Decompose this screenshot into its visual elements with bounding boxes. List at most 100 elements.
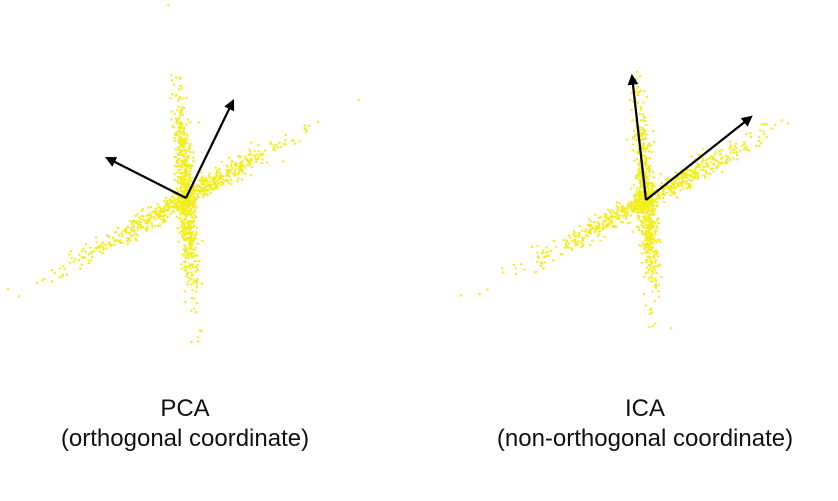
scatter-point [651, 235, 655, 238]
scatter-point [209, 187, 212, 190]
scatter-point [179, 76, 182, 79]
scatter-point [190, 190, 193, 194]
scatter-point [652, 246, 655, 249]
scatter-point [188, 243, 192, 246]
scatter-point [227, 175, 231, 178]
scatter-point [192, 198, 195, 201]
ica-axis-1-arrow [627, 73, 648, 201]
scatter-point [166, 209, 169, 212]
scatter-point [219, 173, 222, 176]
scatter-point [636, 193, 639, 197]
scatter-point [651, 290, 654, 293]
scatter-point [188, 211, 191, 215]
scatter-point [571, 240, 574, 243]
scatter-point [645, 219, 648, 222]
scatter-point [176, 181, 180, 184]
scatter-point [195, 286, 199, 289]
scatter-point [621, 210, 624, 214]
scatter-point [636, 157, 639, 160]
scatter-point [639, 220, 643, 223]
scatter-point [177, 204, 181, 208]
scatter-point [175, 215, 178, 218]
scatter-point [661, 196, 665, 200]
scatter-point [184, 191, 187, 195]
scatter-point [256, 157, 260, 160]
scatter-point [639, 119, 643, 122]
scatter-point [180, 220, 184, 224]
scatter-point [90, 255, 94, 259]
scatter-point [641, 150, 644, 153]
scatter-point [184, 137, 187, 140]
scatter-point [680, 181, 684, 185]
scatter-point [166, 201, 169, 205]
scatter-point [189, 199, 192, 202]
scatter-point [647, 150, 650, 153]
scatter-point [165, 199, 168, 203]
scatter-point [709, 155, 713, 158]
scatter-point [189, 228, 192, 231]
scatter-point [593, 220, 596, 224]
scatter-point [706, 158, 709, 161]
scatter-point [181, 137, 184, 141]
scatter-point [729, 144, 732, 147]
scatter-point [187, 224, 191, 227]
scatter-point [642, 147, 645, 150]
scatter-point [591, 239, 594, 242]
scatter-point [780, 119, 783, 122]
scatter-point [621, 215, 624, 218]
scatter-point [670, 186, 674, 189]
scatter-point [69, 249, 73, 253]
scatter-point [175, 108, 179, 112]
scatter-point [638, 200, 642, 204]
scatter-point [647, 169, 650, 172]
scatter-point [251, 166, 254, 169]
scatter-point [536, 260, 539, 264]
scatter-point [653, 268, 656, 271]
scatter-point [241, 163, 245, 167]
scatter-point [173, 155, 176, 159]
scatter-point [174, 148, 177, 151]
scatter-point [112, 243, 116, 246]
scatter-point [640, 207, 643, 211]
scatter-point [584, 234, 587, 237]
scatter-point [187, 257, 191, 260]
scatter-point [765, 122, 768, 126]
scatter-point [649, 280, 653, 283]
scatter-point [653, 140, 656, 144]
scatter-point [154, 218, 157, 221]
scatter-point [642, 119, 645, 122]
scatter-point [117, 234, 121, 237]
scatter-point [670, 327, 673, 330]
scatter-point [255, 160, 258, 164]
scatter-point [171, 206, 174, 209]
scatter-point [546, 250, 549, 253]
scatter-point [146, 221, 149, 225]
scatter-point [192, 240, 195, 243]
scatter-point [623, 213, 626, 216]
scatter-point [130, 222, 133, 225]
scatter-point [687, 169, 691, 172]
scatter-point [713, 153, 716, 156]
scatter-point [749, 135, 753, 139]
scatter-point [77, 259, 81, 262]
scatter-point [648, 312, 652, 315]
scatter-point [175, 187, 179, 190]
scatter-point [598, 216, 601, 220]
scatter-point [749, 132, 752, 135]
scatter-point [654, 200, 657, 203]
scatter-point [614, 225, 618, 228]
scatter-point [645, 164, 648, 167]
scatter-point [673, 187, 677, 190]
scatter-point [537, 256, 540, 259]
scatter-point [649, 164, 652, 167]
scatter-point [190, 176, 194, 180]
scatter-point [247, 153, 251, 156]
scatter-point [108, 241, 111, 244]
scatter-point [639, 190, 642, 194]
scatter-point [588, 230, 591, 233]
scatter-point [642, 143, 645, 146]
scatter-point [147, 219, 151, 223]
scatter-point [609, 215, 612, 218]
scatter-point [198, 185, 201, 188]
scatter-point [316, 120, 320, 124]
